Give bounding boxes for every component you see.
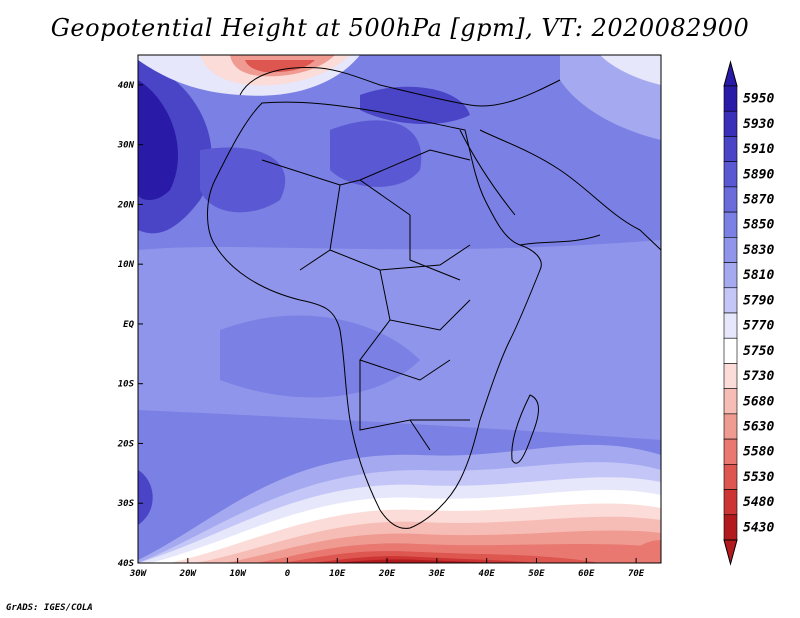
colorbar-swatch bbox=[723, 337, 738, 364]
y-tick-label: EQ bbox=[123, 320, 134, 330]
colorbar-label: 5950 bbox=[743, 92, 774, 107]
colorbar-label: 5850 bbox=[743, 218, 774, 233]
colorbar-label: 5750 bbox=[743, 344, 774, 359]
grads-credit: GrADS: IGES/COLA bbox=[6, 603, 93, 613]
colorbar-label: 5810 bbox=[743, 268, 774, 283]
colorbar-swatch bbox=[723, 438, 738, 465]
x-tick-label: 30E bbox=[428, 569, 446, 579]
colorbar-label: 5770 bbox=[743, 319, 774, 334]
colorbar-swatch bbox=[723, 211, 738, 238]
colorbar-swatch bbox=[723, 464, 738, 490]
colorbar-bottom-arrow bbox=[723, 539, 738, 566]
colorbar-legend: 5950 5930 5910 5890 5870 5850 5830 5810 5790 5770… bbox=[723, 60, 774, 566]
colorbar-swatch bbox=[723, 161, 738, 188]
colorbar-label: 5830 bbox=[743, 243, 774, 258]
x-tick-label: 20W bbox=[179, 569, 198, 579]
x-tick-label: 60E bbox=[578, 569, 595, 579]
y-tick-label: 40N bbox=[118, 81, 135, 91]
y-axis: 40N 30N 20N 10N EQ 10S 20S 30S 40S bbox=[117, 81, 143, 569]
colorbar-swatch bbox=[723, 136, 738, 162]
x-tick-label: 10W bbox=[229, 569, 247, 579]
colorbar-swatch bbox=[723, 388, 738, 415]
y-tick-label: 20S bbox=[117, 439, 135, 449]
colorbar-swatch bbox=[723, 514, 738, 541]
colorbar-label: 5930 bbox=[743, 117, 774, 132]
colorbar-label: 5870 bbox=[743, 193, 774, 208]
colorbar-label: 5630 bbox=[743, 420, 774, 435]
colorbar-swatch bbox=[723, 489, 738, 516]
colorbar-swatch bbox=[723, 363, 738, 389]
y-tick-label: 20N bbox=[117, 200, 135, 210]
y-tick-label: 10S bbox=[118, 380, 135, 390]
y-tick-label: 30S bbox=[117, 499, 135, 509]
colorbar-label: 5790 bbox=[743, 293, 774, 308]
colorbar-label: 5480 bbox=[743, 495, 774, 510]
colorbar-label: 5580 bbox=[743, 445, 774, 460]
x-tick-label: 50E bbox=[528, 569, 545, 579]
colorbar-top-arrow bbox=[723, 60, 738, 87]
colorbar-swatch bbox=[723, 237, 738, 263]
x-axis: 30W 20W 10W 0 10E 20E 30E 40E 50E 60E 70E bbox=[129, 558, 645, 579]
geopotential-field bbox=[138, 55, 661, 563]
map-title: Geopotential Height at 500hPa [gpm], VT:… bbox=[50, 14, 750, 42]
colorbar-swatch bbox=[723, 110, 738, 137]
x-tick-label: 20E bbox=[378, 569, 396, 579]
colorbar-swatch bbox=[723, 85, 738, 112]
colorbar-swatch bbox=[723, 413, 738, 440]
y-tick-label: 30N bbox=[117, 141, 135, 151]
x-tick-label: 10E bbox=[329, 569, 346, 579]
y-tick-label: 10N bbox=[118, 260, 135, 270]
colorbar-label: 5890 bbox=[743, 167, 774, 182]
colorbar-label: 5530 bbox=[743, 470, 774, 485]
map-frame bbox=[137, 54, 662, 564]
colorbar-label: 5680 bbox=[743, 394, 774, 409]
colorbar-label: 5430 bbox=[743, 520, 774, 535]
colorbar-swatch bbox=[723, 262, 738, 289]
colorbar-swatch bbox=[723, 312, 738, 339]
colorbar-label: 5910 bbox=[743, 142, 774, 157]
colorbar-label: 5730 bbox=[743, 369, 774, 384]
x-tick-label: 70E bbox=[628, 569, 645, 579]
x-tick-label: 0 bbox=[285, 569, 291, 579]
colorbar-swatch bbox=[723, 287, 738, 314]
x-tick-label: 30W bbox=[129, 569, 148, 579]
colorbar-swatch bbox=[723, 186, 738, 213]
x-tick-label: 40E bbox=[479, 569, 496, 579]
y-tick-label: 40S bbox=[118, 559, 135, 569]
coastlines bbox=[207, 66, 661, 529]
